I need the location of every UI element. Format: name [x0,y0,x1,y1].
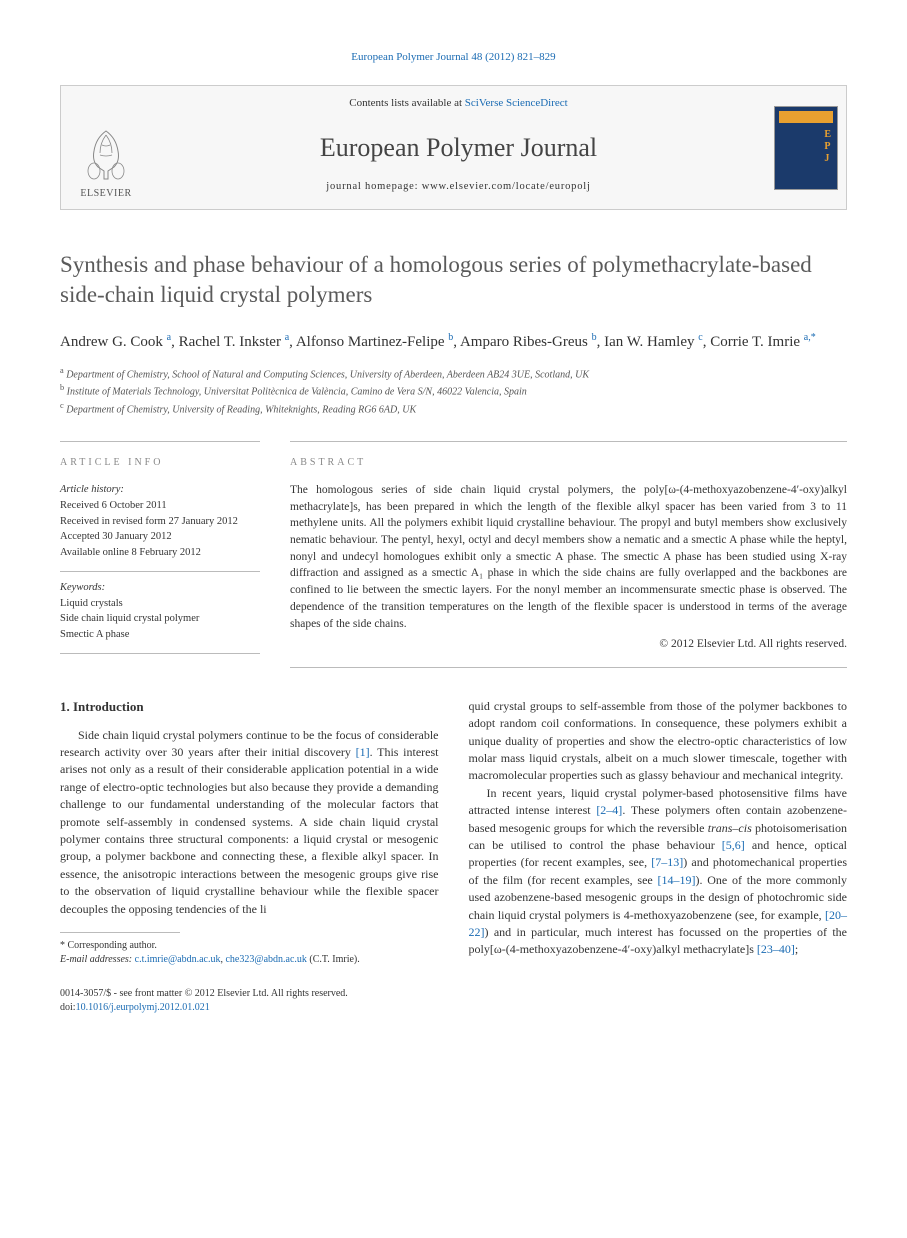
cover-thumb-wrap [766,86,846,208]
affiliation-a: Department of Chemistry, School of Natur… [66,369,589,380]
homepage-url[interactable]: www.elsevier.com/locate/europolj [422,181,591,192]
abstract-column: ABSTRACT The homologous series of side c… [290,441,847,668]
header-citation: European Polymer Journal 48 (2012) 821–8… [60,50,847,65]
abstract-text: The homologous series of side chain liqu… [290,484,847,629]
footnotes: * Corresponding author. E-mail addresses… [60,939,439,967]
elsevier-tree-icon [76,123,136,183]
history-accepted: Accepted 30 January 2012 [60,529,260,545]
email-label: E-mail addresses: [60,954,132,965]
bottom-matter: 0014-3057/$ - see front matter © 2012 El… [60,987,847,1015]
journal-cover-icon [774,106,838,190]
corresponding-author: * Corresponding author. [60,939,439,953]
homepage-prefix: journal homepage: [326,181,421,192]
contents-prefix: Contents lists available at [349,97,464,109]
keyword-1: Side chain liquid crystal polymer [60,611,260,627]
abstract-label: ABSTRACT [290,456,847,470]
email-tail: (C.T. Imrie). [309,954,359,965]
body-two-column: 1. Introduction Side chain liquid crysta… [60,698,847,967]
journal-name: European Polymer Journal [151,130,766,166]
article-info-label: ARTICLE INFO [60,456,260,470]
abstract-copyright: © 2012 Elsevier Ltd. All rights reserved… [290,636,847,653]
history-revised: Received in revised form 27 January 2012 [60,514,260,530]
issn-line: 0014-3057/$ - see front matter © 2012 El… [60,987,847,1001]
keyword-0: Liquid crystals [60,596,260,612]
affiliation-c: Department of Chemistry, University of R… [66,404,416,415]
publisher-block: ELSEVIER [61,86,151,208]
journal-banner: ELSEVIER Contents lists available at Sci… [60,85,847,209]
keyword-2: Smectic A phase [60,627,260,643]
authors-line: Andrew G. Cook a, Rachel T. Inkster a, A… [60,330,847,354]
history-online: Available online 8 February 2012 [60,545,260,561]
footnote-separator [60,932,180,933]
doi-link[interactable]: 10.1016/j.eurpolymj.2012.01.021 [76,1002,210,1013]
article-title: Synthesis and phase behaviour of a homol… [60,250,847,310]
affiliation-b: Institute of Materials Technology, Unive… [67,387,527,398]
history-received: Received 6 October 2011 [60,498,260,514]
doi-label: doi: [60,1002,76,1013]
sciencedirect-link[interactable]: SciVerse ScienceDirect [465,97,568,109]
affiliations: a Department of Chemistry, School of Nat… [60,365,847,417]
publisher-label: ELSEVIER [80,187,131,201]
body-p1: Side chain liquid crystal polymers conti… [60,727,439,918]
body-p2: In recent years, liquid crystal polymer-… [469,785,848,959]
homepage-line: journal homepage: www.elsevier.com/locat… [151,180,766,195]
email-link-1[interactable]: c.t.imrie@abdn.ac.uk [135,954,221,965]
email-link-2[interactable]: che323@abdn.ac.uk [225,954,306,965]
history-label: Article history: [60,482,260,498]
intro-heading: 1. Introduction [60,698,439,717]
keywords-label: Keywords: [60,580,260,596]
contents-available-line: Contents lists available at SciVerse Sci… [151,96,766,111]
body-p1b: quid crystal groups to self-assemble fro… [469,698,848,785]
article-info-column: ARTICLE INFO Article history: Received 6… [60,441,260,668]
